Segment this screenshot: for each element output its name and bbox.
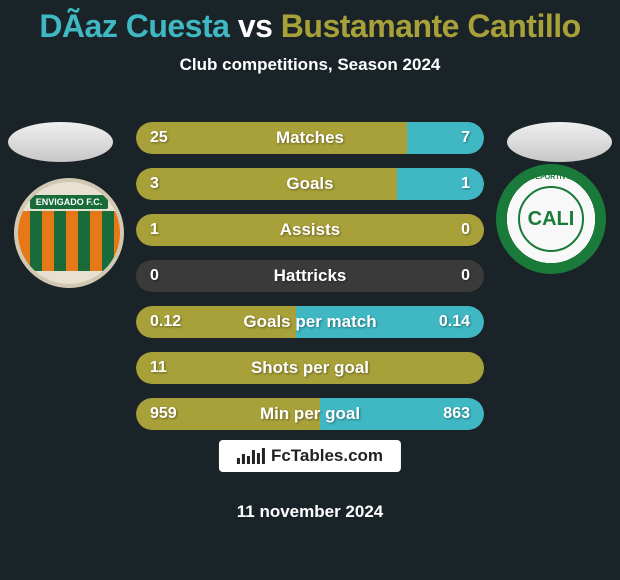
stat-row-assists: 10Assists	[136, 214, 484, 246]
comparison-title: DÃ­az Cuesta vs Bustamante Cantillo	[0, 0, 620, 45]
stat-label: Matches	[136, 128, 484, 148]
subtitle: Club competitions, Season 2024	[0, 55, 620, 75]
brand-text: FcTables.com	[271, 446, 383, 466]
club1-stripes	[18, 211, 120, 271]
stat-label: Goals	[136, 174, 484, 194]
player2-name: Bustamante Cantillo	[281, 8, 581, 44]
stat-row-shots-per-goal: 11Shots per goal	[136, 352, 484, 384]
player2-country-flag	[507, 122, 612, 162]
vs-label: vs	[238, 8, 273, 44]
stat-label: Hattricks	[136, 266, 484, 286]
player2-club-logo: CALI	[496, 164, 606, 274]
stat-label: Assists	[136, 220, 484, 240]
date-text: 11 november 2024	[237, 502, 383, 522]
stat-label: Goals per match	[136, 312, 484, 332]
stat-label: Min per goal	[136, 404, 484, 424]
stat-row-min-per-goal: 959863Min per goal	[136, 398, 484, 430]
stat-row-goals: 31Goals	[136, 168, 484, 200]
footer-brand: FcTables.com	[219, 440, 401, 472]
player1-name: DÃ­az Cuesta	[39, 8, 229, 44]
stat-row-hattricks: 00Hattricks	[136, 260, 484, 292]
club1-banner: ENVIGADO F.C.	[30, 195, 109, 209]
club2-shield: CALI	[528, 208, 575, 231]
stat-row-matches: 257Matches	[136, 122, 484, 154]
player1-club-logo: ENVIGADO F.C.	[14, 178, 124, 288]
player1-country-flag	[8, 122, 113, 162]
stats-container: 257Matches 31Goals 10Assists 00Hattricks 0.1…	[136, 122, 484, 444]
club2-inner: CALI	[518, 186, 584, 252]
chart-icon	[237, 448, 265, 464]
stat-row-goals-per-match: 0.120.14Goals per match	[136, 306, 484, 338]
stat-label: Shots per goal	[136, 358, 484, 378]
